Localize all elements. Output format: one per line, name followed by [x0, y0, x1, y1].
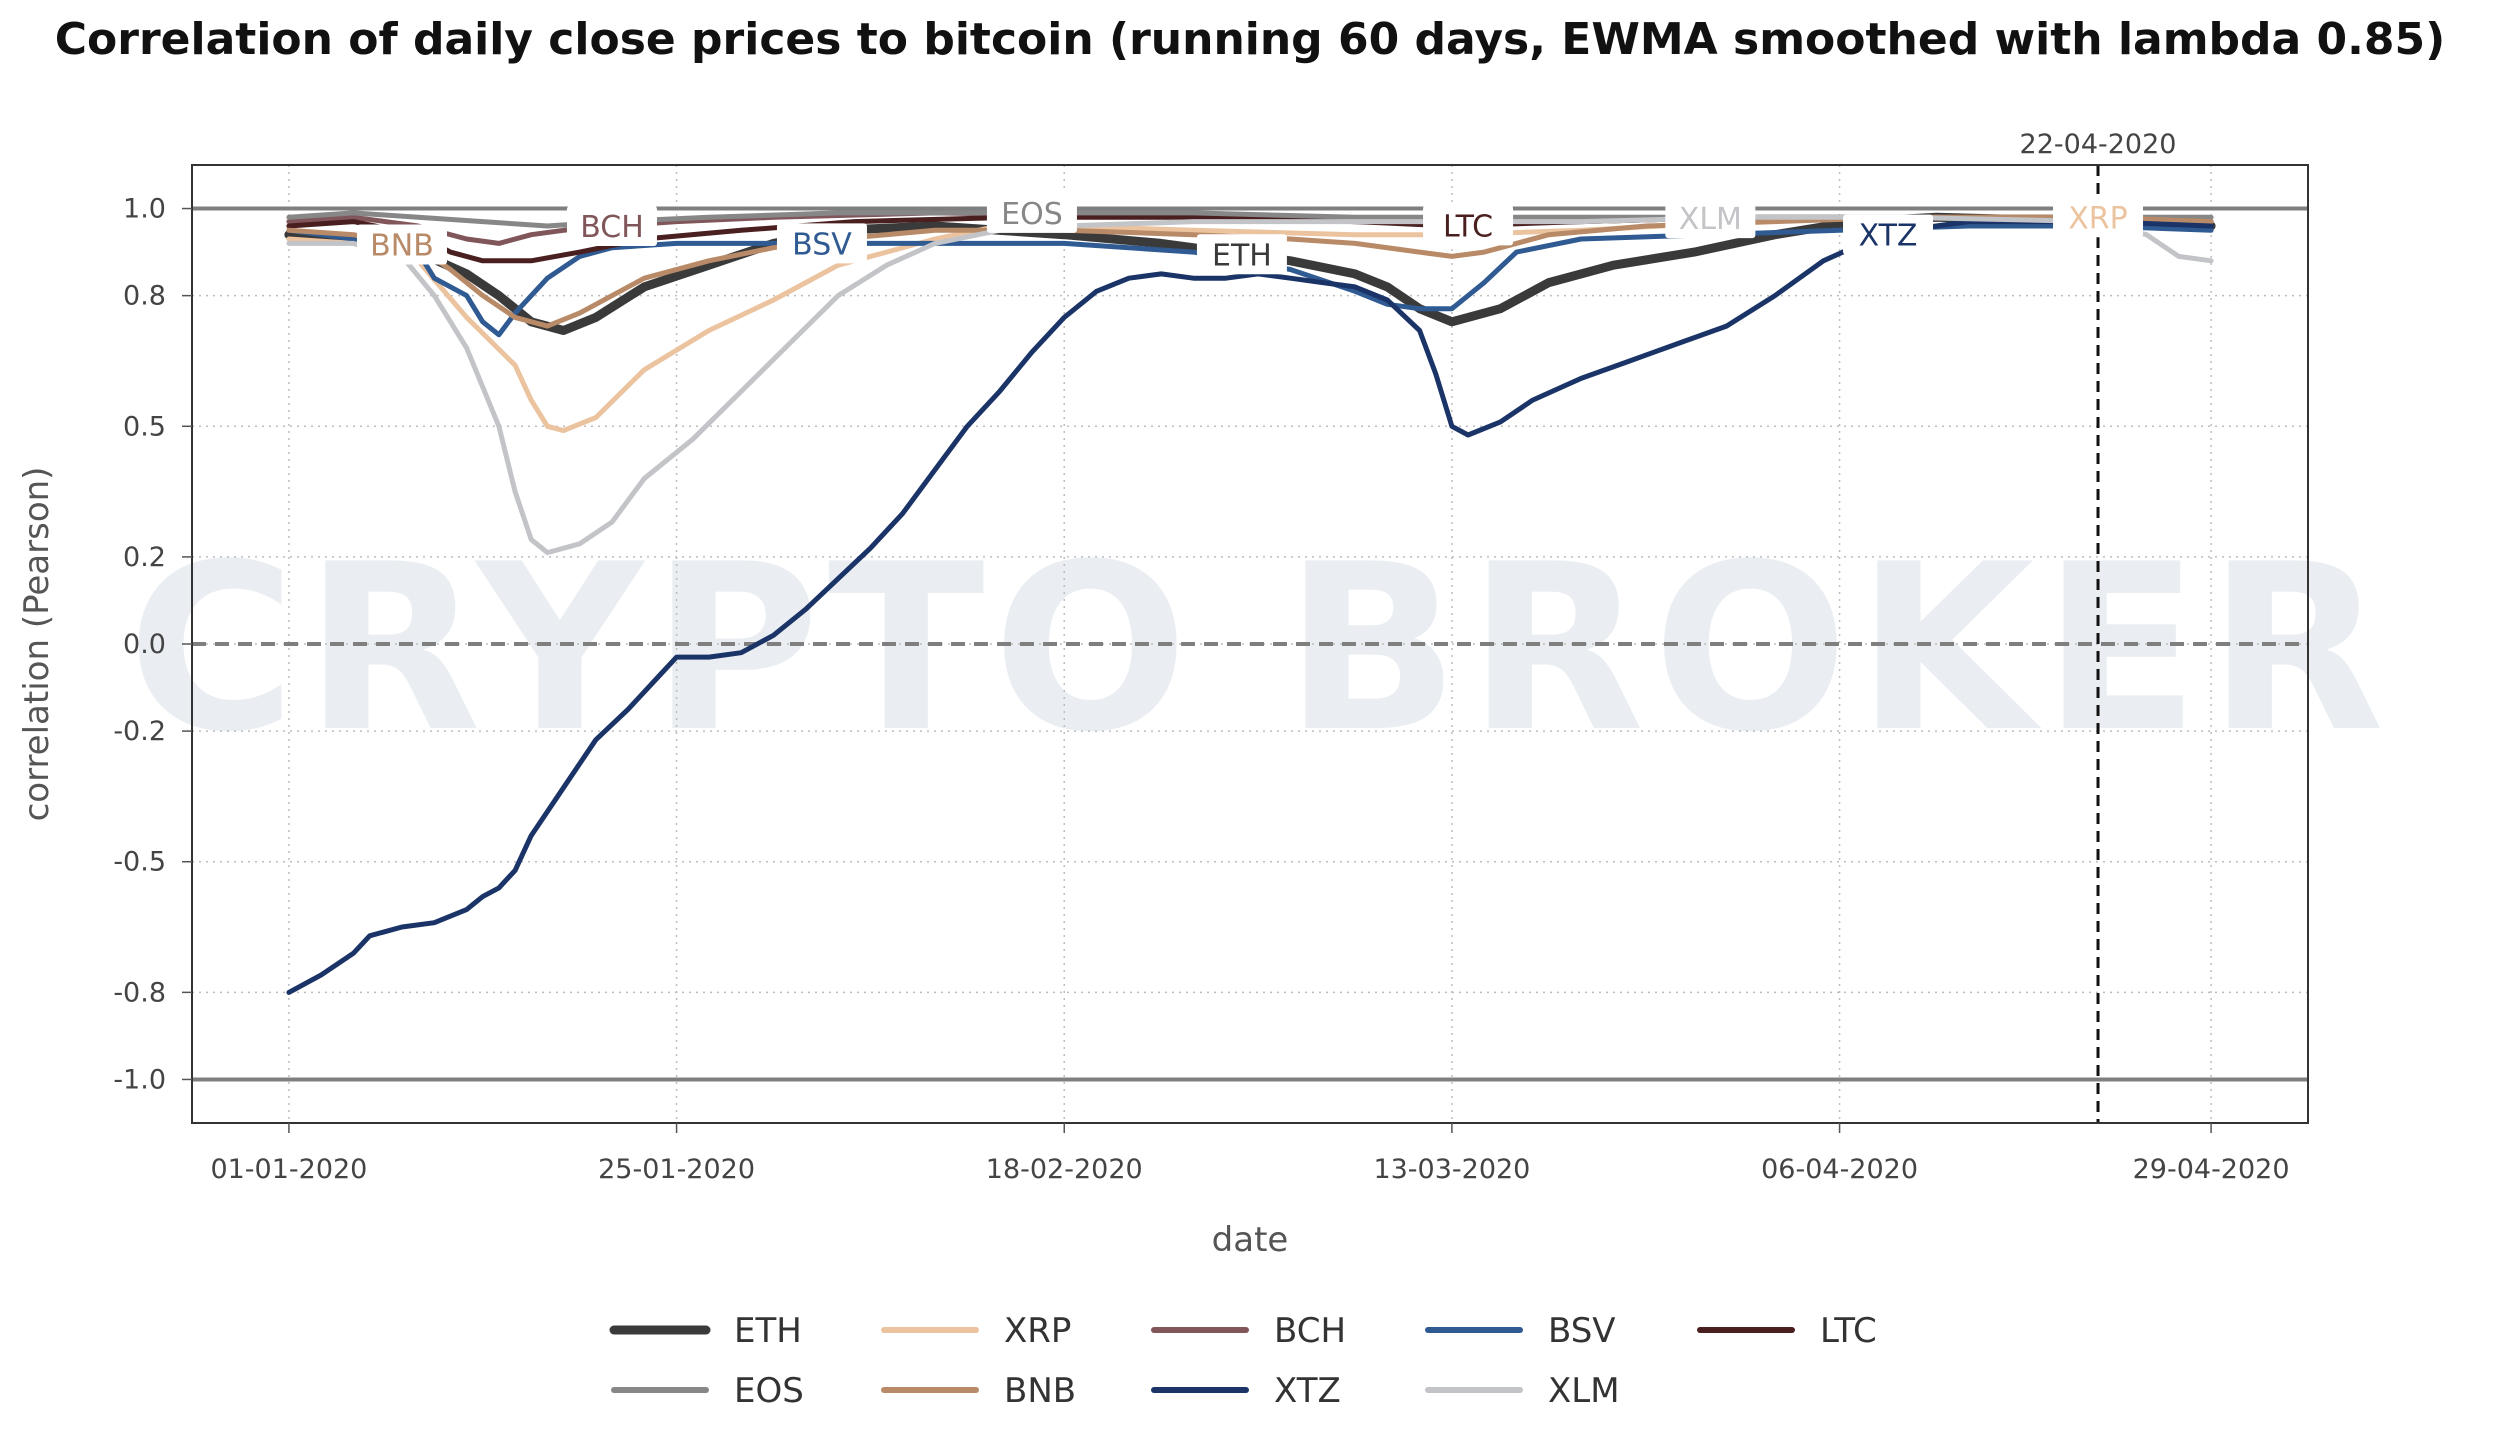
- chart-title: Correlation of daily close prices to bit…: [54, 14, 2446, 65]
- line-label-xtz: XTZ: [1859, 219, 1918, 254]
- marker-label: 22-04-2020: [2020, 129, 2177, 160]
- series-line-labels: ETH XRP BCH BSV LTC EOS BNB XTZ XLM: [356, 192, 2144, 275]
- legend-label-bnb: BNB: [1004, 1371, 1076, 1411]
- line-label-eth: ETH: [1212, 238, 1272, 273]
- y-tick-label: 1.0: [123, 194, 166, 225]
- watermark-text: CRYPTO BROKER: [127, 516, 2392, 783]
- y-tick-label: -0.8: [113, 977, 166, 1008]
- series-line-xlm: [286, 214, 2214, 556]
- y-tick-label: 0.5: [123, 411, 166, 442]
- x-axis-title: date: [1212, 1220, 1289, 1260]
- y-tick-label: 0.8: [123, 281, 166, 312]
- line-label-ltc: LTC: [1443, 209, 1493, 244]
- x-tick-label: 18-02-2020: [986, 1154, 1143, 1185]
- line-label-box: [776, 223, 867, 264]
- series-line-xtz: [286, 219, 2214, 995]
- legend-label-eth: ETH: [734, 1311, 802, 1351]
- reference-lines: 22-04-2020: [192, 129, 2308, 1123]
- line-label-box: [1196, 234, 1287, 275]
- axes-layer: 1.0 0.8 0.5 0.2 0.0 -0.2 -0.5 -0.8 -1.0 01-01-202…: [17, 194, 2290, 1260]
- legend-label-xlm: XLM: [1548, 1371, 1620, 1411]
- legend-label-bch: BCH: [1274, 1311, 1346, 1351]
- series-line-bsv: [286, 223, 2214, 338]
- y-tick-label: -0.2: [113, 716, 166, 747]
- series-line-eth: [284, 212, 2216, 335]
- y-tick-label: 0.0: [123, 629, 166, 660]
- line-label-bsv: BSV: [792, 227, 852, 262]
- legend-label-xtz: XTZ: [1274, 1371, 1341, 1411]
- line-label-box: [1843, 214, 1934, 255]
- line-label-box: [1423, 205, 1514, 246]
- watermark-layer: CRYPTO BROKER: [127, 516, 2392, 783]
- line-label-bnb: BNB: [370, 228, 434, 263]
- line-label-bch: BCH: [580, 210, 644, 245]
- line-label-xrp: XRP: [2068, 201, 2128, 236]
- legend-label-bsv: BSV: [1548, 1311, 1616, 1351]
- line-label-xlm: XLM: [1679, 202, 1742, 237]
- x-tick-label: 25-01-2020: [598, 1154, 755, 1185]
- y-tick-label: -1.0: [113, 1064, 166, 1095]
- line-label-box: [986, 192, 1077, 233]
- legend-label-eos: EOS: [734, 1371, 804, 1411]
- line-label-box: [1665, 198, 1756, 239]
- y-axis-title: correlation (Pearson): [17, 467, 57, 822]
- series-lines: [284, 210, 2216, 995]
- line-label-box: [2053, 197, 2144, 238]
- legend-label-xrp: XRP: [1004, 1311, 1071, 1351]
- line-label-eos: EOS: [1001, 197, 1063, 232]
- y-tick-label: -0.5: [113, 847, 166, 878]
- x-tick-label: 06-04-2020: [1761, 1154, 1918, 1185]
- legend: ETH XRP BCH BSV LTC EOS BNB XTZ XLM: [609, 1311, 1877, 1411]
- x-tick-label: 13-03-2020: [1373, 1154, 1530, 1185]
- x-tick-label: 29-04-2020: [2133, 1154, 2290, 1185]
- x-tick-label: 01-01-2020: [210, 1154, 367, 1185]
- y-tick-label: 0.2: [123, 542, 166, 573]
- line-label-box: [566, 205, 657, 246]
- line-label-box: [356, 224, 447, 265]
- legend-label-ltc: LTC: [1820, 1311, 1877, 1351]
